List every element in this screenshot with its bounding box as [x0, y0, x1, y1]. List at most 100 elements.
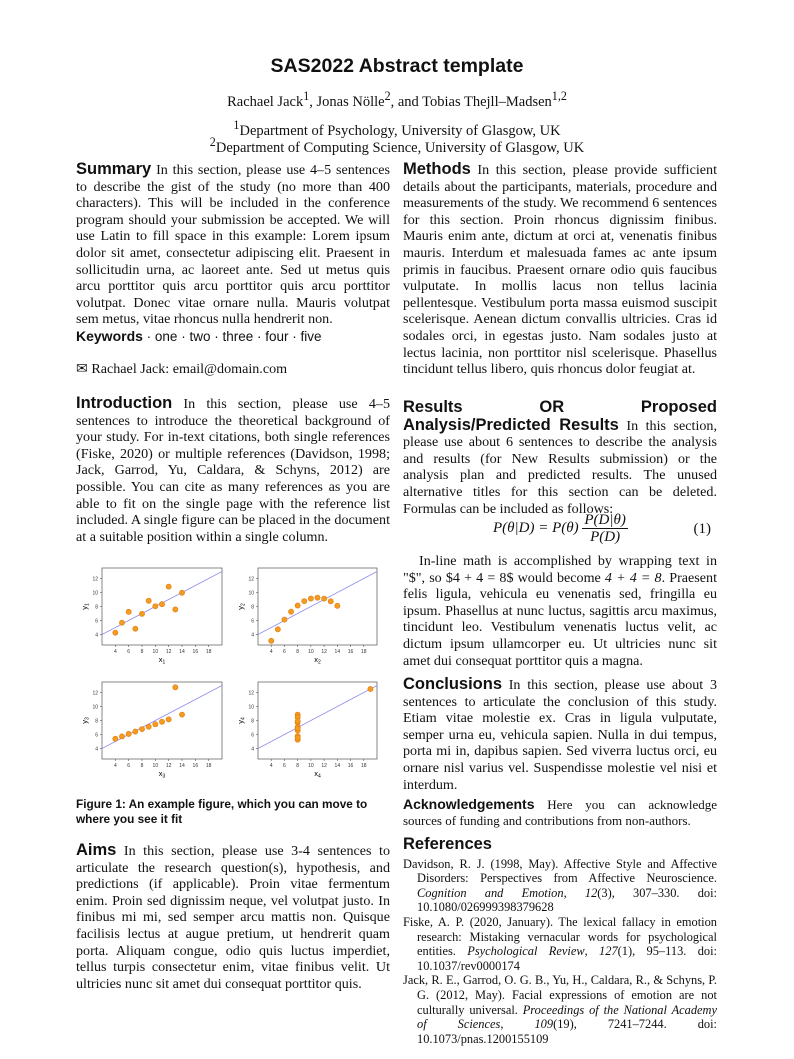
data-point: [159, 718, 165, 725]
data-point: [165, 716, 172, 723]
ref-post: (19), 7241–7244. doi: 10.1073/pnas.12001…: [417, 1017, 717, 1046]
y-axis-label: y1: [80, 603, 91, 610]
contact-email[interactable]: Rachael Jack: email@domain.com: [91, 360, 288, 377]
y-tick-label: 10: [248, 590, 254, 596]
section-heading: Results OR Proposed Analysis/Predicted R…: [403, 398, 717, 434]
x-tick-label: 12: [166, 763, 172, 769]
x-tick-label: 16: [348, 649, 354, 655]
aff-sup: 1: [233, 118, 240, 132]
fit-line: [257, 685, 378, 749]
ref-pre: Davidson, R. J. (1998, May). Affective S…: [403, 856, 717, 886]
ref-post: (3), 307–330. doi: 10.1080/0269993983796…: [417, 885, 717, 915]
x-tick-label: 8: [141, 649, 144, 655]
text: . Praesent felis ligula, vehicula eu ven…: [403, 569, 717, 669]
data-point: [112, 629, 119, 636]
ref-journal: Proceedings of the National Academy of S…: [417, 1002, 717, 1032]
x-tick-label: 14: [179, 649, 185, 655]
section-text: In this section, please use about 3 sent…: [403, 677, 717, 793]
y-tick-label: 10: [92, 590, 98, 596]
x-tick-label: 12: [321, 763, 327, 769]
data-point: [367, 686, 374, 692]
results-section: Results OR Proposed Analysis/Predicted R…: [403, 399, 717, 517]
data-point: [172, 684, 179, 691]
equation: P(θ|D) = P(θ) P(D|θ) P(D) (1): [403, 512, 717, 548]
section-heading: Summary: [76, 160, 152, 178]
x-tick-label: 16: [193, 763, 199, 769]
ref-vol: 127: [599, 944, 618, 959]
y-tick-label: 6: [95, 732, 98, 738]
data-point: [294, 734, 301, 741]
plot-frame: [257, 567, 378, 646]
section-heading: Methods: [403, 160, 471, 178]
paper-title: SAS2022 Abstract template: [270, 55, 524, 77]
data-point: [145, 723, 152, 730]
x-tick-label: 8: [296, 649, 299, 655]
x-tick-label: 14: [179, 763, 185, 769]
ref-journal: Psychological Review: [467, 944, 585, 959]
data-point: [294, 725, 301, 732]
x-tick-label: 10: [153, 649, 159, 655]
x-tick-label: 6: [283, 763, 286, 769]
data-point: [132, 625, 139, 632]
data-point: [321, 595, 328, 602]
x-tick-label: 6: [283, 649, 286, 655]
figure-caption: Figure 1: An example figure, which you c…: [76, 797, 368, 826]
data-point: [132, 728, 139, 735]
summary-section: Summary In this section, please use 4–5 …: [76, 161, 390, 377]
section-heading: Conclusions: [403, 675, 503, 693]
data-point: [274, 626, 281, 633]
ref-mid: ,: [500, 1017, 535, 1032]
x-axis-label: x4: [314, 769, 321, 780]
author-sup: 1: [303, 89, 310, 103]
section-heading: Acknowledgements: [403, 796, 535, 812]
sep: , and: [390, 93, 423, 110]
section-text: In this section, please use 3-4 sentence…: [76, 843, 390, 992]
x-tick-label: 14: [335, 763, 341, 769]
author-sup: 2: [384, 89, 391, 103]
y-tick-label: 6: [251, 732, 254, 738]
x-tick-label: 12: [166, 649, 172, 655]
x-axis-label: x3: [159, 769, 166, 780]
ref-pre: Fiske, A. P. (2020, January). The lexica…: [403, 914, 717, 959]
y-tick-label: 8: [251, 604, 254, 610]
data-point: [268, 637, 275, 644]
x-tick-label: 6: [127, 649, 130, 655]
x-tick-label: 4: [114, 763, 117, 769]
y-axis-label: y2: [236, 603, 247, 610]
data-point: [139, 610, 145, 617]
numerator: P(D|θ): [582, 512, 628, 529]
introduction-section: Introduction In this section, please use…: [76, 395, 390, 545]
x-tick-label: 16: [193, 649, 199, 655]
fit-line: [257, 571, 378, 635]
data-point: [119, 733, 125, 740]
data-point: [112, 735, 119, 742]
y-tick-label: 8: [95, 718, 98, 724]
data-point: [281, 616, 288, 623]
section-text: In this section, please use about 6 sent…: [403, 417, 717, 517]
data-point: [145, 597, 152, 604]
author-sup: 1,2: [551, 89, 567, 103]
data-point: [165, 583, 172, 590]
data-point: [334, 602, 341, 609]
y-tick-label: 8: [95, 604, 98, 610]
envelope-icon: ✉: [76, 360, 88, 377]
aims-section: Aims In this section, please use 3-4 sen…: [76, 842, 390, 992]
data-point: [159, 601, 165, 608]
data-point: [314, 594, 321, 601]
x-tick-label: 12: [321, 649, 327, 655]
y-tick-label: 4: [95, 746, 98, 752]
x-tick-label: 18: [206, 649, 212, 655]
aff-text: Department of Psychology, University of …: [239, 122, 561, 139]
data-point: [294, 718, 301, 725]
reference-item: Jack, R. E., Garrod, O. G. B., Yu, H., C…: [403, 973, 717, 1046]
x-tick-label: 4: [114, 649, 117, 655]
section-text: In this section, please use 4–5 sentence…: [76, 396, 390, 545]
y-tick-label: 6: [251, 618, 254, 624]
inline-math: 4 + 4 = 8: [604, 569, 662, 586]
reference-item: Fiske, A. P. (2020, January). The lexica…: [403, 915, 717, 973]
fit-line: [101, 685, 223, 749]
